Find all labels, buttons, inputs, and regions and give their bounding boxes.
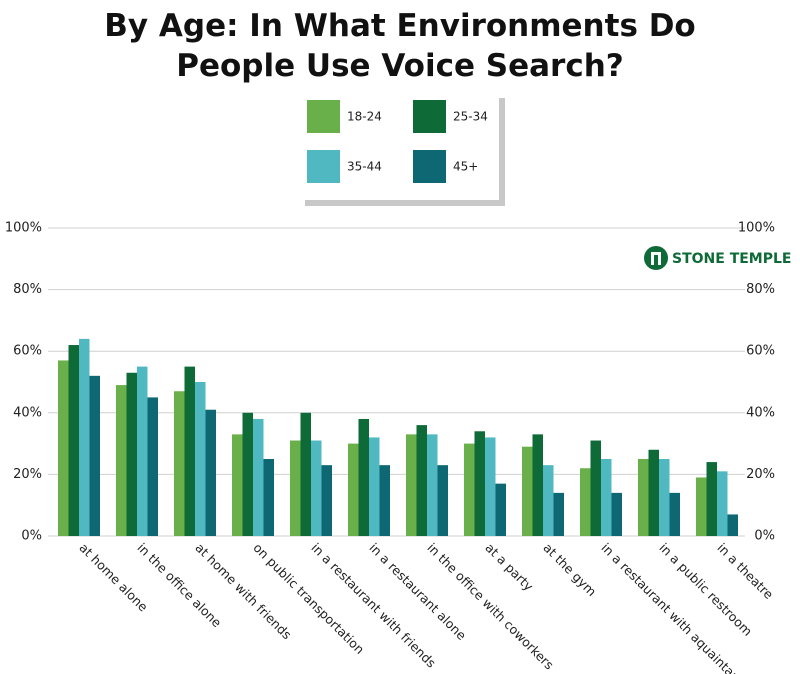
bar [116, 385, 127, 536]
bar [89, 375, 100, 536]
bar [379, 465, 390, 536]
legend-label: 25-34 [453, 110, 488, 124]
bar [522, 446, 533, 536]
y2-tick-label: 60% [746, 344, 775, 359]
bar [727, 514, 738, 536]
bar [126, 372, 137, 536]
bar [321, 465, 332, 536]
logo-icon [654, 255, 658, 265]
bar [648, 449, 659, 536]
x-tick-label: in a theatre [714, 540, 776, 602]
bar [205, 409, 216, 536]
bar [416, 425, 427, 536]
bar [79, 338, 90, 536]
bar [300, 412, 311, 536]
bar [532, 434, 543, 536]
legend-label: 18-24 [347, 110, 382, 124]
x-tick-label: in a restaurant with friends [308, 540, 439, 671]
bar [659, 459, 670, 536]
x-tick-label: on public transportation [250, 540, 367, 657]
bar [495, 483, 506, 536]
bar [406, 434, 417, 536]
legend-swatch [413, 100, 446, 133]
bar [174, 391, 185, 536]
bar [242, 412, 253, 536]
y-tick-label: 80% [13, 282, 42, 297]
y-tick-label: 60% [13, 344, 42, 359]
logo [644, 246, 668, 270]
y-tick-label: 40% [13, 405, 42, 420]
x-tick-label: at the gym [540, 540, 599, 599]
legend-label: 45+ [453, 160, 478, 174]
bar [290, 440, 301, 536]
y2-tick-label: 80% [746, 282, 775, 297]
chart-title: By Age: In What Environments Do People U… [104, 8, 696, 84]
y-tick-label: 100% [5, 221, 42, 236]
bar [611, 492, 622, 536]
bar [543, 465, 554, 536]
x-tick-label: in a restaurant alone [366, 540, 469, 643]
legend-swatch [307, 150, 340, 183]
bar [263, 459, 274, 536]
bar [706, 462, 717, 536]
y2-tick-label: 0% [754, 529, 775, 544]
x-tick-label: at a party [482, 540, 536, 594]
bar [437, 465, 448, 536]
y2-tick-label: 100% [738, 221, 775, 236]
bar [358, 418, 369, 536]
bar [553, 492, 564, 536]
bar [464, 443, 475, 536]
bar [669, 492, 680, 536]
bar [137, 366, 148, 536]
bar [348, 443, 359, 536]
bar [485, 437, 496, 536]
bar [58, 360, 69, 536]
bar [195, 382, 206, 536]
y2-tick-label: 40% [746, 405, 775, 420]
bar [311, 440, 322, 536]
bar [369, 437, 380, 536]
y-tick-label: 0% [21, 529, 42, 544]
bar [427, 434, 438, 536]
bar [696, 477, 707, 536]
bar [68, 345, 79, 536]
logo-text: STONE TEMPLE [672, 251, 791, 267]
bar [717, 471, 728, 536]
legend-swatch [413, 150, 446, 183]
y2-tick-label: 20% [746, 467, 775, 482]
legend-swatch [307, 100, 340, 133]
bar [232, 434, 243, 536]
bar [184, 366, 195, 536]
bar [474, 431, 485, 536]
legend-label: 35-44 [347, 160, 382, 174]
y-tick-label: 20% [13, 467, 42, 482]
bar [147, 397, 158, 536]
bar [590, 440, 601, 536]
x-tick-label: at home with friends [192, 540, 294, 642]
bar [601, 459, 612, 536]
bar [253, 418, 264, 536]
bar [638, 459, 649, 536]
bar [580, 468, 591, 536]
